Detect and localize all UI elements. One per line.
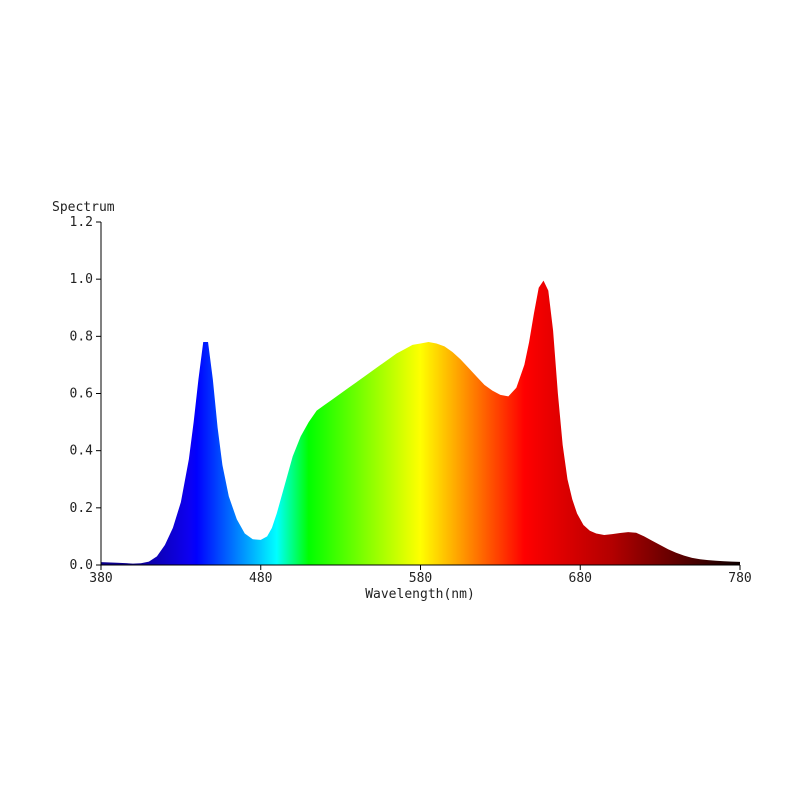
axes: 0.0 0.2 0.4 0.6 0.8 1.0 1.2 380 480 580 680 780 (70, 215, 752, 586)
y-tick-label: 0.2 (70, 501, 93, 516)
plot-area (101, 280, 740, 565)
spectrum-area-0 (101, 280, 740, 565)
x-axis-title: Wavelength(nm) (365, 587, 475, 602)
y-tick-label: 0.8 (70, 329, 93, 344)
y-axis-title: Spectrum (52, 200, 115, 215)
x-tick-label: 580 (409, 571, 432, 586)
x-tick-label: 780 (728, 571, 751, 586)
y-tick-label: 0.4 (70, 444, 94, 459)
y-tick-label: 0.6 (70, 387, 93, 402)
x-tick-label: 680 (569, 571, 592, 586)
y-tick-label: 0.0 (70, 558, 93, 573)
y-tick-label: 1.2 (70, 215, 93, 230)
x-tick-label: 380 (89, 571, 112, 586)
y-tick-label: 1.0 (70, 272, 93, 287)
x-tick-label: 480 (249, 571, 272, 586)
